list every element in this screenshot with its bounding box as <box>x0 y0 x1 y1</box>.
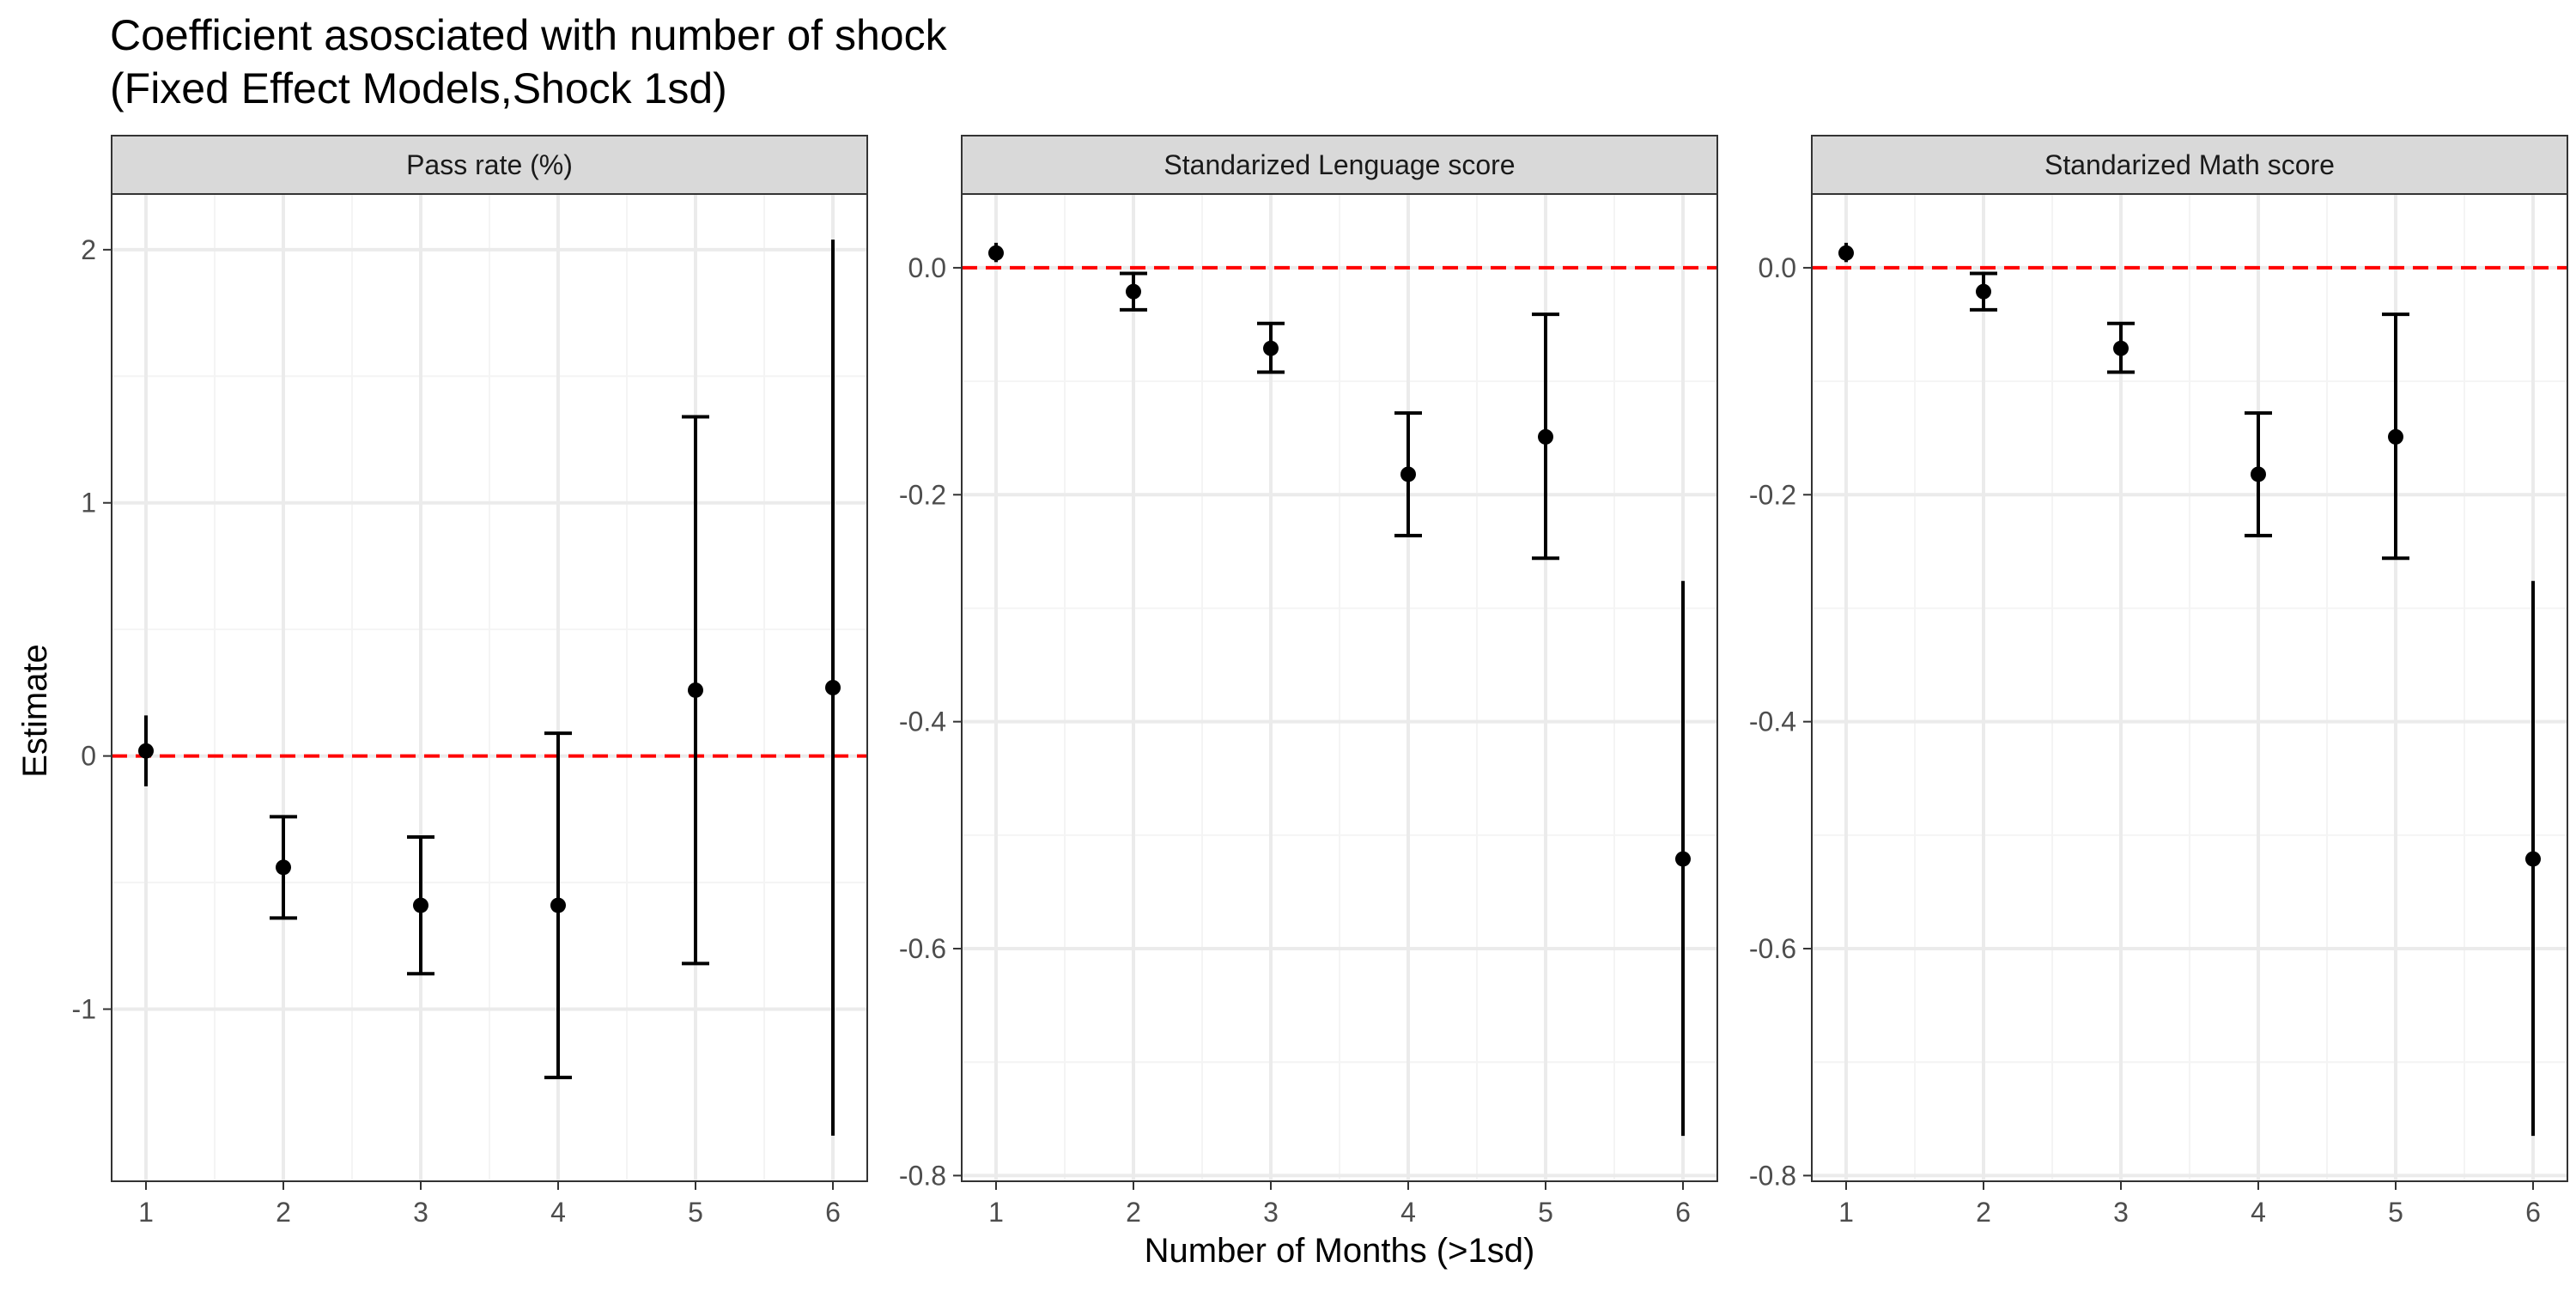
x-tick-label: 2 <box>1126 1197 1141 1228</box>
estimate-point <box>1675 851 1691 867</box>
estimate-point <box>1126 283 1141 300</box>
estimate-point <box>2388 428 2403 445</box>
estimate-point <box>2113 340 2129 356</box>
x-tick-label: 6 <box>2525 1197 2541 1228</box>
x-tick-label: 4 <box>1400 1197 1416 1228</box>
estimate-point <box>276 859 291 876</box>
facet-strip-label: Standarized Lenguage score <box>1163 149 1515 180</box>
x-tick-label: 3 <box>1263 1197 1279 1228</box>
x-tick-label: 5 <box>2388 1197 2403 1228</box>
estimate-point <box>138 743 154 759</box>
estimate-point <box>413 897 428 913</box>
y-tick-label: -1 <box>72 993 96 1024</box>
y-tick-label: 0.0 <box>908 252 946 283</box>
y-tick-label: 0 <box>81 741 96 772</box>
x-tick-label: 6 <box>1675 1197 1691 1228</box>
x-tick-label: 1 <box>988 1197 1004 1228</box>
facet-strip <box>1811 135 2568 195</box>
x-tick-label: 5 <box>688 1197 703 1228</box>
estimate-point <box>550 897 566 913</box>
x-tick-label: 4 <box>2251 1197 2266 1228</box>
estimate-point <box>1838 245 1854 261</box>
y-tick-label: -0.8 <box>1749 1160 1796 1191</box>
facet-strip <box>961 135 1718 195</box>
estimate-point <box>1538 428 1553 445</box>
facet-panel-1: 1 2 3 4 5 6 -1 0 1 2 Pass rate (%) <box>72 135 868 1228</box>
y-tick-label: -0.8 <box>899 1160 946 1191</box>
estimate-point <box>2525 851 2541 867</box>
y-tick-label: 2 <box>81 234 96 265</box>
facet-panels: 1 2 3 4 5 6 -1 0 1 2 Pass rate (%) 1 2 3 4 5 6 -0.8 -0.6 -0… <box>72 135 2568 1228</box>
x-tick-label: 4 <box>550 1197 566 1228</box>
x-tick-label: 2 <box>276 1197 291 1228</box>
estimate-point <box>825 680 841 695</box>
y-tick-label: 0.0 <box>1759 252 1796 283</box>
y-axis-title: Estimate <box>16 644 54 778</box>
x-tick-label: 5 <box>1538 1197 1553 1228</box>
facet-panel-3: 1 2 3 4 5 6 -0.8 -0.6 -0.4 -0.2 0.0 Standarized Mat… <box>1749 135 2568 1228</box>
x-tick-label: 2 <box>1976 1197 1991 1228</box>
estimate-point <box>1976 283 1991 300</box>
estimate-point <box>988 245 1004 261</box>
x-tick-label: 3 <box>2113 1197 2129 1228</box>
x-tick-label: 3 <box>413 1197 428 1228</box>
chart-title-line-1: Coefficient asosciated with number of sh… <box>110 11 948 59</box>
estimate-point <box>1400 466 1416 482</box>
y-tick-label: -0.6 <box>899 933 946 964</box>
y-tick-label: -0.4 <box>1749 707 1796 737</box>
y-tick-label: -0.6 <box>1749 933 1796 964</box>
facet-strip-label: Standarized Math score <box>2044 149 2335 180</box>
y-tick-label: -0.2 <box>899 479 946 510</box>
x-tick-label: 6 <box>825 1197 841 1228</box>
x-axis-title: Number of Months (>1sd) <box>1145 1232 1535 1270</box>
facet-strip <box>111 135 868 195</box>
facet-strip-label: Pass rate (%) <box>406 149 573 180</box>
facet-panel-2: 1 2 3 4 5 6 -0.8 -0.6 -0.4 -0.2 0.0 Standarized Len… <box>899 135 1718 1228</box>
estimate-point <box>688 682 703 698</box>
y-tick-label: -0.2 <box>1749 479 1796 510</box>
y-tick-label: 1 <box>81 488 96 519</box>
x-tick-label: 1 <box>1838 1197 1854 1228</box>
estimate-point <box>2251 466 2266 482</box>
y-tick-label: -0.4 <box>899 707 946 737</box>
x-tick-label: 1 <box>138 1197 154 1228</box>
estimate-point <box>1263 340 1279 356</box>
chart-title-line-2: (Fixed Effect Models,Shock 1sd) <box>110 64 727 112</box>
